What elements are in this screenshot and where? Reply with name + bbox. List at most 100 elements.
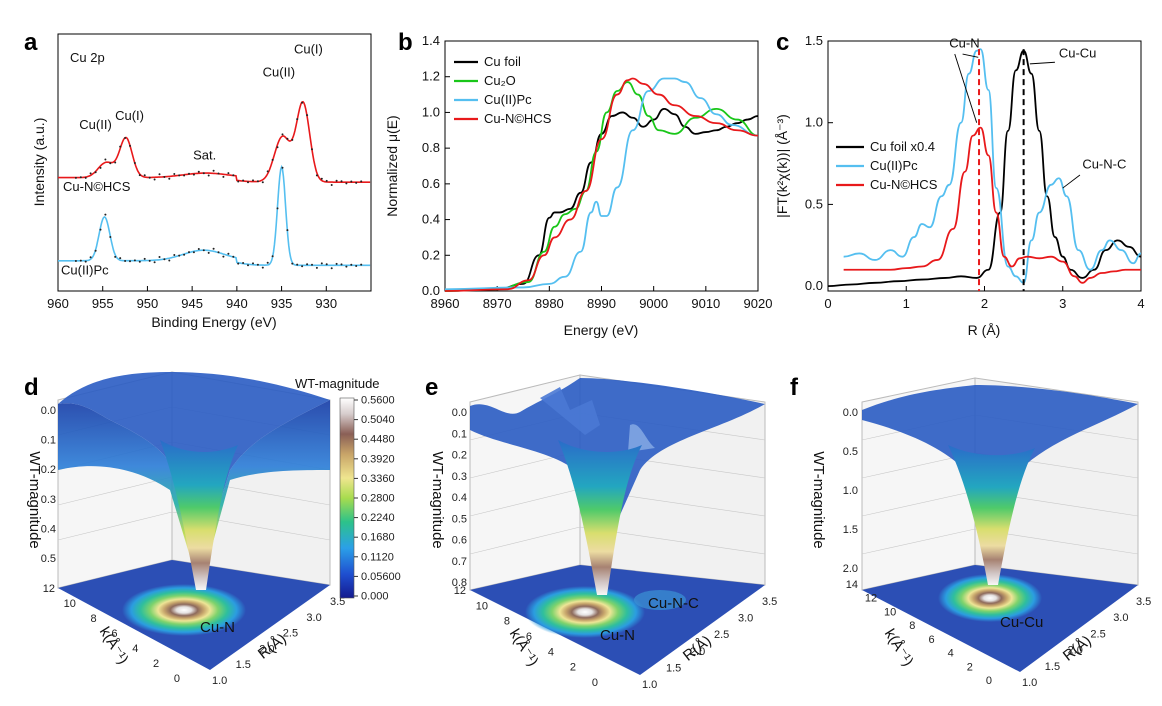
wt-ktick-label: 8 (909, 620, 915, 632)
panel-a-data-dot (173, 173, 176, 175)
wt-rtick-label: 3.5 (762, 596, 777, 608)
panel-a-data-dot (315, 174, 318, 177)
panel-a-data-dot (320, 262, 323, 265)
wt-ztick-label: 0.0 (452, 407, 467, 419)
panel-a-data-dot (232, 174, 235, 177)
panel-a-data-dot (124, 137, 127, 139)
wt-ktick-label: 4 (132, 643, 138, 655)
panel-a-data-dot (188, 251, 190, 254)
wt-ztick-label: 0.5 (452, 513, 467, 525)
panel-a-data-dot (350, 180, 353, 183)
panel-a-data-dot (291, 262, 294, 265)
panel-a-data-dot (133, 162, 136, 164)
panel-c-ytick-label: 1.0 (805, 115, 823, 130)
panel-b-xtick-label: 9020 (744, 296, 773, 311)
panel-a-data-dot (256, 180, 259, 183)
panel-b-xtick-label: 8960 (431, 296, 460, 311)
panel-a-data-dot (89, 256, 92, 259)
panel-a-data-dot (355, 181, 358, 184)
wt-ktick-label: 0 (174, 673, 180, 685)
panel-a-data-dot (222, 175, 225, 178)
wt-ktick-label: 2 (570, 662, 576, 674)
panel-a-data-dot (291, 138, 294, 141)
wt-ztick-label: 2.0 (843, 563, 858, 575)
wt-ztick-label: 0.1 (452, 428, 467, 440)
panel-a-data-dot (217, 172, 220, 175)
panel-a-data-dot (197, 248, 200, 250)
panel-b-xtick-label: 8980 (535, 296, 564, 311)
panel-a-data-dot (340, 263, 343, 266)
panel-d-surface (58, 400, 330, 590)
panel-a-data-dot (192, 173, 195, 176)
wt-ztick-label: 0.2 (41, 464, 56, 476)
panel-b-legend-label: Cu(II)Pc (484, 92, 532, 107)
panel-b-ytick-label: 0.2 (422, 247, 440, 262)
wt-ktick-label: 0 (986, 675, 992, 687)
panel-a-data-dot (335, 262, 338, 265)
panel-a-data-dot (296, 118, 299, 121)
panel-a-annotation: Cu(II) (79, 117, 112, 132)
panel-a-data-dot (114, 161, 117, 164)
panel-c-arrow (1062, 174, 1081, 189)
panel-a-data-dot (74, 260, 77, 262)
wt-ktick-label: 6 (111, 628, 117, 640)
panel-a-data-dot (350, 263, 353, 266)
panel-a-data-dot (207, 174, 210, 177)
panel-a-data-dot (345, 265, 348, 268)
panel-b-ytick-label: 1.2 (422, 69, 440, 84)
panel-a-data-dot (325, 263, 328, 266)
wt-rtick-label: 3.5 (330, 596, 345, 608)
panel-a-data-dot (148, 259, 151, 262)
panel-a-data-dot (202, 249, 205, 252)
wt-ktick-label: 10 (476, 600, 488, 612)
panel-a-data-dot (163, 258, 166, 261)
panel-a-data-dot (168, 177, 171, 180)
panel-e-floor-contour (525, 586, 645, 638)
panel-a-data-dot (227, 252, 230, 255)
panel-a-data-dot (119, 257, 122, 260)
panel-a-data-dot (133, 259, 136, 262)
panel-d-colorbar-tick-label: 0.4480 (361, 434, 395, 446)
wt-rtick-label: 2.5 (283, 628, 298, 640)
panel-c-legend-label: Cu foil x0.4 (870, 139, 935, 154)
panel-a-data-dot (266, 261, 269, 264)
panel-d-wt-3d: d Cu-N WT-magnitude k(Å⁻¹) R(Å) 0.00.10.… (24, 371, 401, 687)
panel-f-label: f (790, 374, 799, 401)
panel-a-data-dot (153, 261, 156, 264)
panel-d-peak-label: Cu-N (200, 619, 235, 636)
panel-a-data-dot (222, 255, 225, 258)
panel-d-colorbar-tick-label: 0.000 (361, 591, 389, 603)
panel-a-data-dot (84, 176, 87, 179)
panel-f-zlabel: WT-magnitude (810, 451, 827, 549)
panel-a-data-dot (360, 180, 363, 183)
panel-a-data-dot (271, 158, 274, 161)
panel-a-data-dot (360, 263, 363, 266)
wt-ktick-label: 10 (64, 598, 76, 610)
panel-a-data-dot (256, 263, 259, 266)
panel-a-data-dot (320, 177, 323, 180)
panel-a-xtick-label: 960 (47, 296, 69, 311)
wt-ztick-label: 0.8 (452, 577, 467, 589)
panel-a-xtick-label: 935 (271, 296, 293, 311)
wt-rtick-label: 1.0 (212, 675, 227, 687)
panel-a-annotation: Cu(I) (115, 108, 144, 123)
panel-c-xtick-label: 4 (1137, 296, 1144, 311)
panel-a-data-dot (124, 260, 127, 262)
panel-e-wt-3d: e Cu-N Cu-N-C WT-magnitude k(Å⁻¹) R(Å) 0… (425, 374, 777, 691)
panel-b-xtick-label: 9010 (691, 296, 720, 311)
panel-a-data-dot (217, 251, 220, 254)
panel-a-annotation: Cu(I) (294, 42, 323, 57)
panel-c-annotation: Cu-N (949, 36, 979, 51)
panel-d-floor-contour (122, 584, 246, 636)
panel-a-data-dot (168, 259, 171, 262)
wt-rtick-label: 2.0 (690, 646, 705, 658)
panel-c-ytick-label: 0.0 (805, 278, 823, 293)
wt-ktick-label: 4 (548, 646, 554, 658)
panel-c-ytick-label: 1.5 (805, 33, 823, 48)
panel-a-data-dot (281, 133, 284, 136)
panel-a-data-dot (202, 172, 205, 175)
panel-b-legend-label: Cu foil (484, 54, 521, 69)
panel-a-data-dot (261, 181, 264, 184)
panel-c-ytick-label: 0.5 (805, 196, 823, 211)
panel-a-data-dot (242, 262, 245, 264)
